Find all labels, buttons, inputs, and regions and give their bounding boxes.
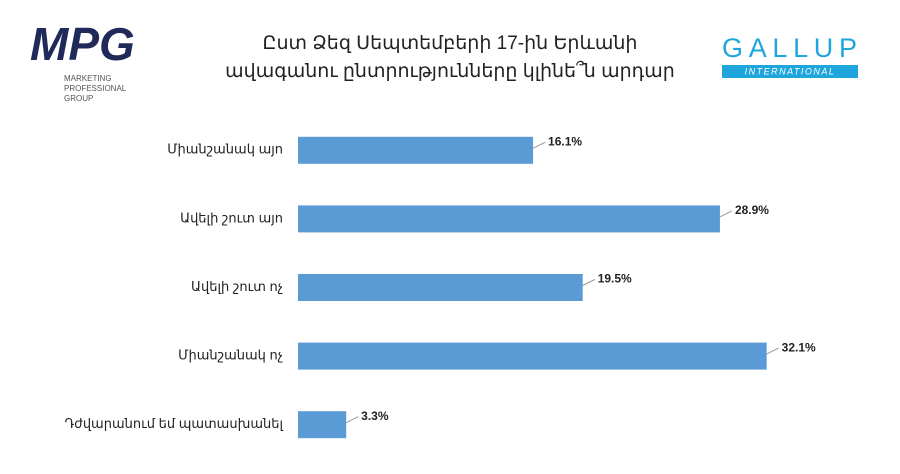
category-label: Միանշանակ այո — [167, 142, 283, 157]
mpg-tagline: MARKETING — [64, 74, 112, 83]
mpg-logo: MPG — [30, 18, 135, 70]
chart-title: ավագանու ընտրությունները կլինե՞ն արդար — [225, 60, 675, 82]
mpg-tagline: GROUP — [64, 94, 93, 103]
value-label: 28.9% — [735, 203, 769, 217]
bar — [298, 205, 720, 233]
bar — [298, 411, 347, 439]
leader-line — [766, 347, 779, 355]
value-label: 3.3% — [361, 409, 389, 423]
gallup-tagline: INTERNATIONAL — [745, 66, 836, 76]
bar — [298, 136, 534, 164]
gallup-band — [722, 65, 858, 78]
leader-line — [719, 210, 733, 218]
chart-title: Ըստ Ձեզ Սեպտեմբերի 17-ին Երևանի — [263, 33, 638, 54]
value-label: 32.1% — [782, 340, 816, 354]
category-label: Դժվարանում եմ պատասխանել — [64, 416, 283, 431]
value-label: 16.1% — [548, 134, 582, 148]
leader-line — [345, 416, 359, 424]
bar — [298, 342, 767, 370]
category-label: Ավելի շուտ ոչ — [191, 279, 283, 294]
bar — [298, 274, 583, 301]
value-label: 19.5% — [598, 272, 632, 286]
category-label: Միանշանակ ոչ — [178, 348, 283, 363]
leader-line — [532, 141, 546, 149]
mpg-tagline: PROFESSIONAL — [64, 84, 127, 93]
leader-line — [582, 279, 595, 286]
category-label: Ավելի շուտ այո — [180, 210, 283, 225]
